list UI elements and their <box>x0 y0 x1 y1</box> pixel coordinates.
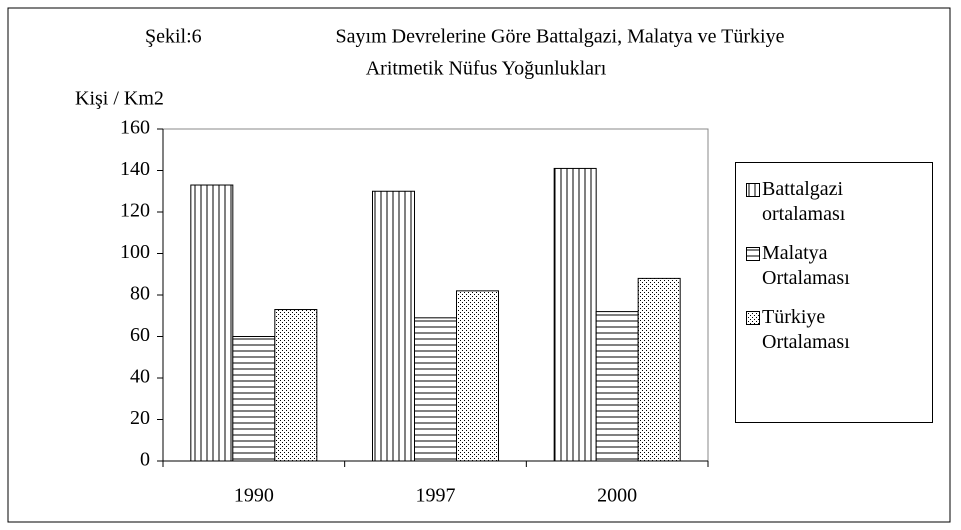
bar <box>274 309 318 462</box>
legend-entry: Malatya Ortalaması <box>746 241 932 291</box>
y-tick-label: 140 <box>120 158 150 180</box>
bar <box>456 290 499 462</box>
legend-entry: Türkiye Ortalaması <box>746 305 932 355</box>
x-tick-label: 2000 <box>597 485 637 507</box>
legend-swatch <box>746 311 760 325</box>
legend: Battalgazi ortalaması Malatya Ortalaması T… <box>735 162 933 423</box>
y-tick-label: 20 <box>130 407 150 429</box>
y-tick-label: 0 <box>140 449 150 471</box>
bar <box>595 311 639 462</box>
legend-label: Türkiye Ortalaması <box>762 306 850 353</box>
legend-entry: Battalgazi ortalaması <box>746 177 932 227</box>
legend-label: Malatya Ortalaması <box>762 242 850 289</box>
bar <box>414 317 457 462</box>
legend-swatch <box>746 247 760 261</box>
bar <box>190 184 234 462</box>
bar <box>637 277 681 462</box>
legend-swatch-box <box>746 183 760 197</box>
y-tick-label: 40 <box>130 366 150 388</box>
figure-label: Şekil:6 <box>145 26 202 48</box>
y-tick-label: 60 <box>130 324 150 346</box>
y-tick-label: 160 <box>120 117 150 139</box>
x-tick-label: 1990 <box>234 485 274 507</box>
y-axis-label: Kişi / Km2 <box>75 88 164 110</box>
y-tick-label: 100 <box>120 241 150 263</box>
bar <box>232 336 276 462</box>
legend-label: Battalgazi ortalaması <box>762 178 846 225</box>
y-tick-label: 120 <box>120 200 150 222</box>
chart-subtitle: Aritmetik Nüfus Yoğunlukları <box>366 58 607 80</box>
chart-title: Sayım Devrelerine Göre Battalgazi, Malat… <box>336 26 785 48</box>
bar <box>372 190 415 462</box>
bar <box>553 167 597 462</box>
y-tick-label: 80 <box>130 283 150 305</box>
legend-swatch-box <box>746 247 760 261</box>
x-tick-label: 1997 <box>416 485 456 507</box>
chart-border <box>7 7 951 523</box>
legend-swatch-box <box>746 311 760 325</box>
legend-swatch <box>746 183 760 197</box>
